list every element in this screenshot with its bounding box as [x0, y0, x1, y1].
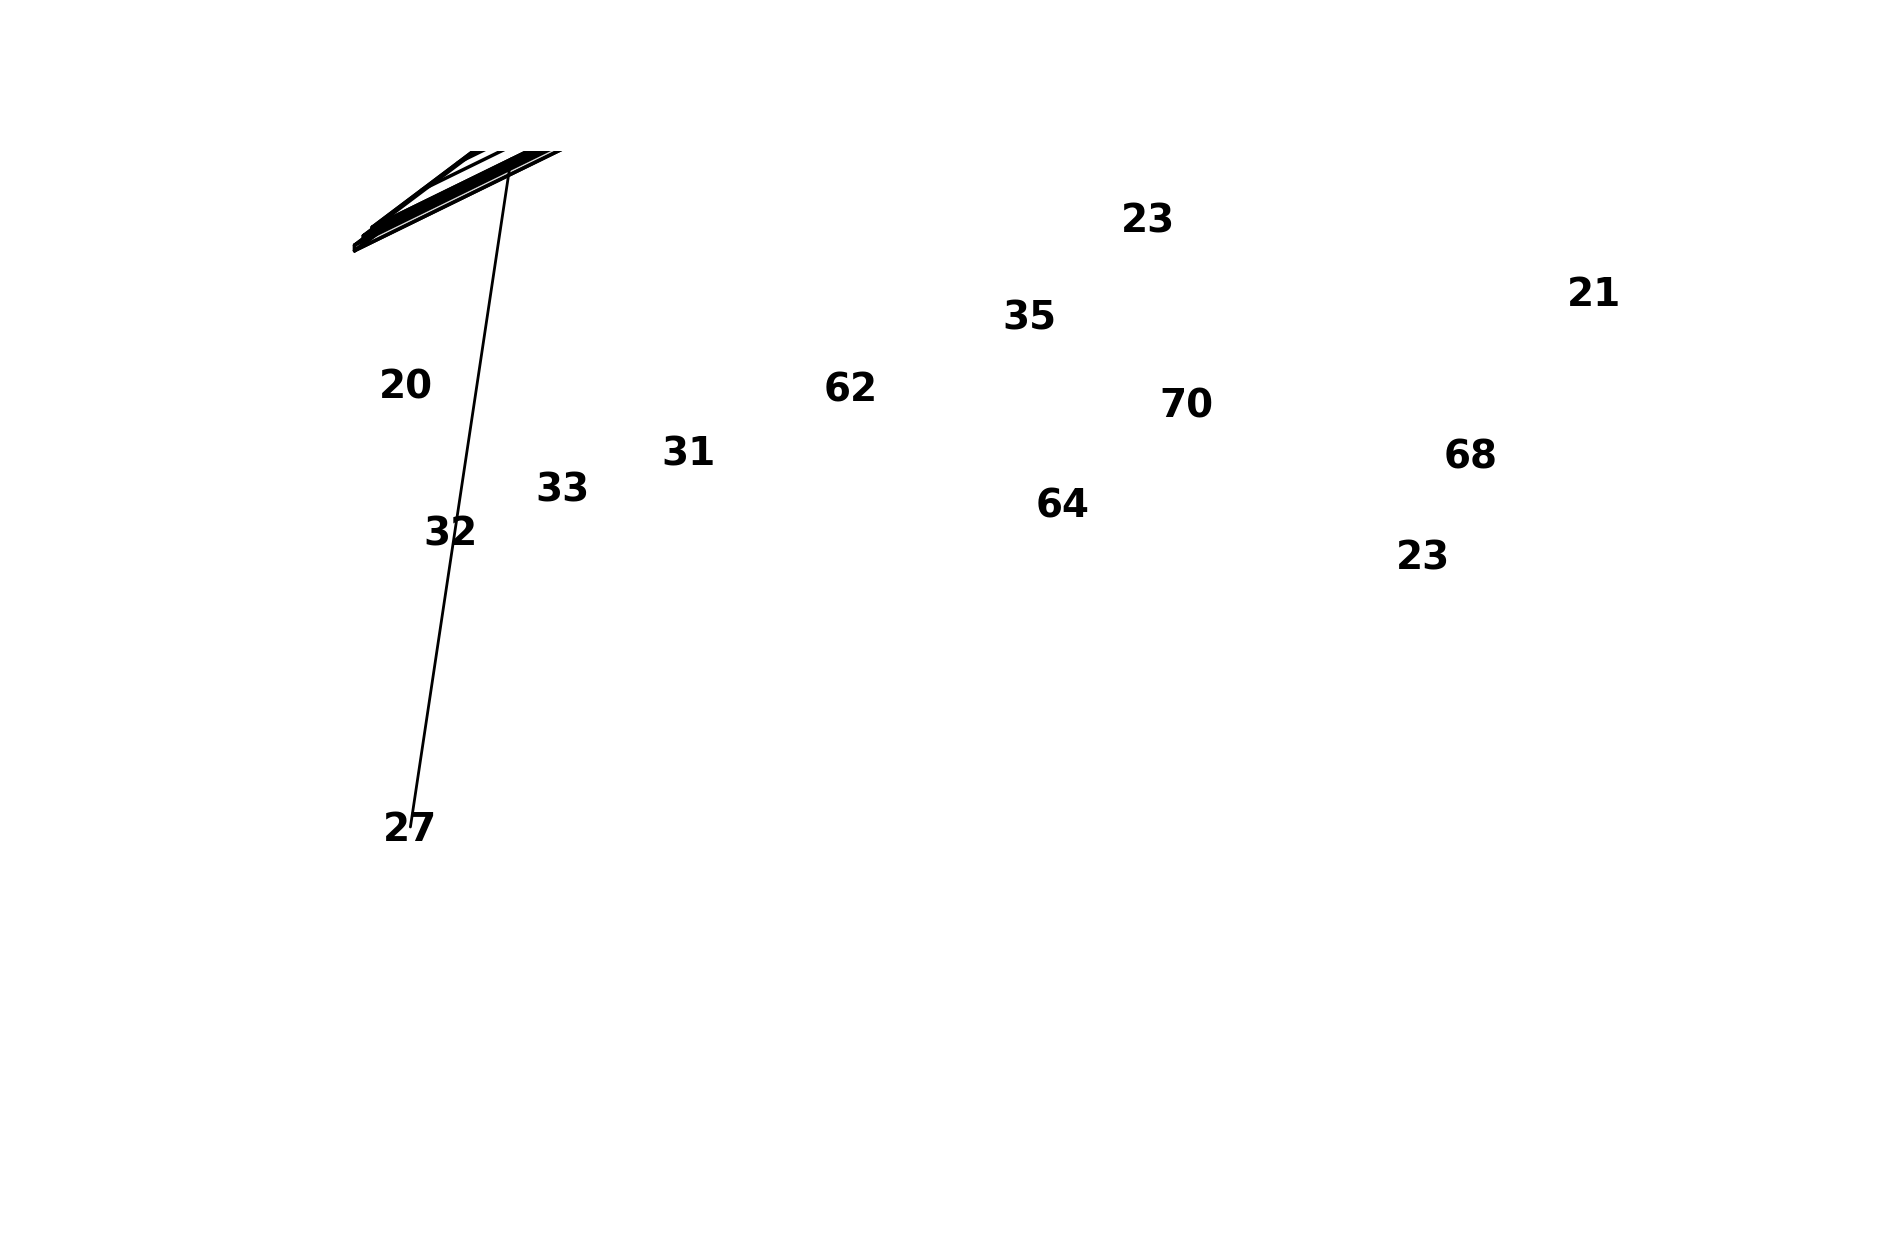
Text: 68: 68	[1444, 438, 1498, 476]
Text: 31: 31	[662, 435, 715, 473]
Polygon shape	[355, 0, 1545, 251]
Polygon shape	[532, 0, 1723, 118]
Text: 27: 27	[383, 811, 438, 848]
Polygon shape	[355, 0, 1723, 245]
Text: 23: 23	[1394, 540, 1449, 577]
Polygon shape	[372, 0, 1564, 230]
Text: 35: 35	[1002, 300, 1057, 338]
Text: 62: 62	[823, 371, 877, 410]
Polygon shape	[364, 0, 1555, 238]
Text: 21: 21	[1566, 276, 1621, 314]
Polygon shape	[372, 123, 509, 230]
Polygon shape	[509, 0, 1702, 126]
Polygon shape	[355, 112, 532, 251]
Text: 33: 33	[536, 472, 589, 510]
Text: 23: 23	[1121, 202, 1176, 241]
Text: 70: 70	[1159, 388, 1213, 425]
Polygon shape	[517, 0, 1708, 123]
Polygon shape	[372, 0, 1702, 227]
Text: 20: 20	[379, 369, 434, 407]
Text: 32: 32	[423, 515, 477, 553]
Polygon shape	[364, 119, 517, 238]
Text: 64: 64	[1036, 487, 1091, 526]
Polygon shape	[364, 0, 1708, 236]
